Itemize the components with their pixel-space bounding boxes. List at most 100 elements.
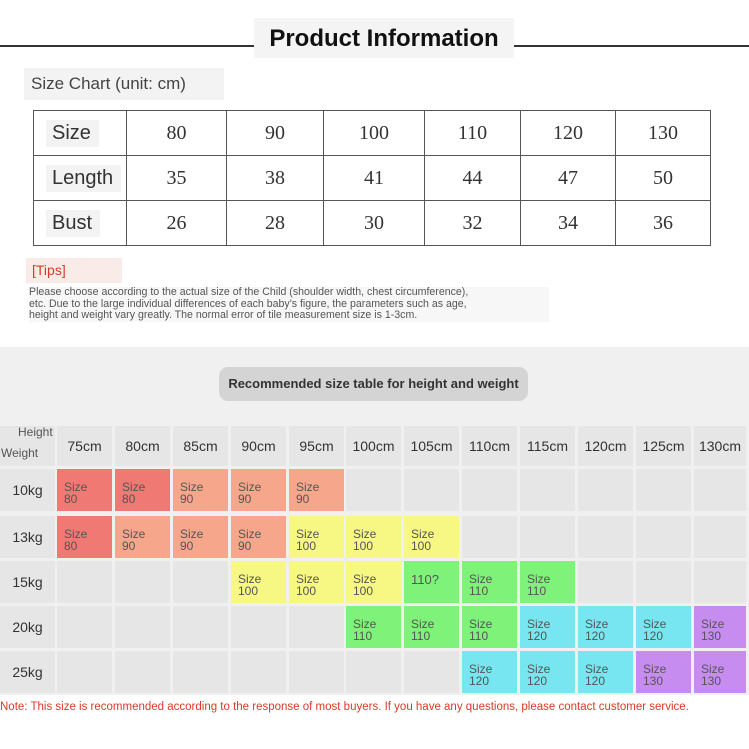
height-header-bg [231,426,286,466]
height-header: 120cm [584,438,627,454]
recommended-size-cell: Size 120 [462,651,517,693]
tips-line: Please choose according to the actual si… [29,286,469,298]
empty-cell [57,561,112,603]
size-word: Size [585,617,609,631]
bust-cell: 30 [323,200,425,246]
weight-header: 15kg [12,574,43,590]
length-row: Length 35 38 41 44 47 50 [33,155,711,201]
recommended-size-cell: 110? [404,561,459,603]
recommended-size-cell: Size 120 [578,606,633,648]
weight-header: 25kg [12,664,43,680]
empty-cell [404,651,459,693]
bust-row: Bust 26 28 30 32 34 36 [33,200,711,246]
empty-cell [694,469,746,511]
weight-header-bg [0,606,55,648]
recommended-size-cell: Size 80 [57,469,112,511]
length-cell: 38 [226,155,324,201]
size-word: Size [238,527,262,541]
size-value: 100 [238,584,259,598]
size-value: 120 [585,674,606,688]
empty-cell [173,651,228,693]
page-title: Product Information [254,18,514,58]
empty-cell [115,651,170,693]
header-rule-right [514,45,749,47]
size-value: 90 [238,539,252,553]
empty-cell [636,561,691,603]
size-value: 80 [64,492,78,506]
height-header: 125cm [642,438,685,454]
recommended-size-cell: Size 80 [115,469,170,511]
bust-cell: 28 [226,200,324,246]
empty-cell [231,651,286,693]
empty-cell [346,651,401,693]
weight-header: 13kg [12,529,43,545]
recommended-size-cell: Size 130 [636,651,691,693]
tips-label: [Tips] [26,258,122,283]
size-word: Size [122,480,146,494]
empty-cell [462,469,517,511]
tips-line: height and weight vary greatly. The norm… [29,309,418,321]
size-word: Size [180,480,204,494]
recommended-size-cell: Size 100 [231,561,286,603]
recommended-size-cell: Size 90 [173,516,228,558]
tips-line: etc. Due to the large individual differe… [29,297,467,310]
recommended-size-cell: Size 120 [578,651,633,693]
empty-cell [115,606,170,648]
row-label: Size [33,110,127,156]
empty-cell [57,606,112,648]
size-word: Size [353,527,377,541]
size-value: 120 [643,629,664,643]
size-value: 110 [469,584,489,598]
size-word: Size [353,572,377,586]
size-value: 110 [469,629,489,643]
height-header: 95cm [299,438,334,454]
size-word: Size [469,662,493,676]
empty-cell [694,561,746,603]
empty-cell [520,469,575,511]
empty-cell [520,516,575,558]
size-value: 110 [411,629,431,643]
height-header: 100cm [352,438,395,454]
recommended-size-cell: Size 110 [346,606,401,648]
size-value: 110 [527,584,547,598]
size-chart-table: Size 80 90 100 110 120 130 Length 35 38 … [33,110,711,246]
recommended-size-cell: Size 130 [694,606,746,648]
bust-cell: 34 [520,200,616,246]
height-header-bg [520,426,575,466]
size-word: Size [643,617,667,631]
recommended-size-cell: Size 110 [520,561,575,603]
height-header-bg [404,426,459,466]
empty-cell [578,561,633,603]
length-cell: 44 [424,155,521,201]
bust-cell: 36 [615,200,711,246]
recommend-title: Recommended size table for height and we… [219,367,528,401]
size-word: Size [643,662,667,676]
recommended-size-cell: Size 120 [520,606,575,648]
recommended-size-cell: Size 110 [404,606,459,648]
height-header: 85cm [183,438,218,454]
size-value: 80 [122,492,136,506]
height-header-bg [289,426,344,466]
empty-cell [346,469,401,511]
empty-cell [289,651,344,693]
size-row: Size 80 90 100 110 120 130 [33,110,711,156]
height-header-bg [57,426,112,466]
size-value: 110 [353,629,373,643]
size-value: 130 [701,629,722,643]
size-cell: 100 [323,110,425,156]
recommended-size-cell: Size 100 [346,561,401,603]
weight-header: 20kg [12,619,43,635]
corner-cell [0,426,55,466]
height-header: 105cm [410,438,453,454]
size-word: Size [296,480,320,494]
corner-weight-label: Weight [1,446,39,460]
size-word: Size [527,662,551,676]
size-value: 130 [701,674,722,688]
empty-cell [289,606,344,648]
empty-cell [404,469,459,511]
recommended-size-cell: Size 90 [289,469,344,511]
size-chart-caption: Size Chart (unit: cm) [24,68,224,100]
height-header: 115cm [527,438,568,454]
size-word: Size [64,527,88,541]
empty-cell [694,516,746,558]
